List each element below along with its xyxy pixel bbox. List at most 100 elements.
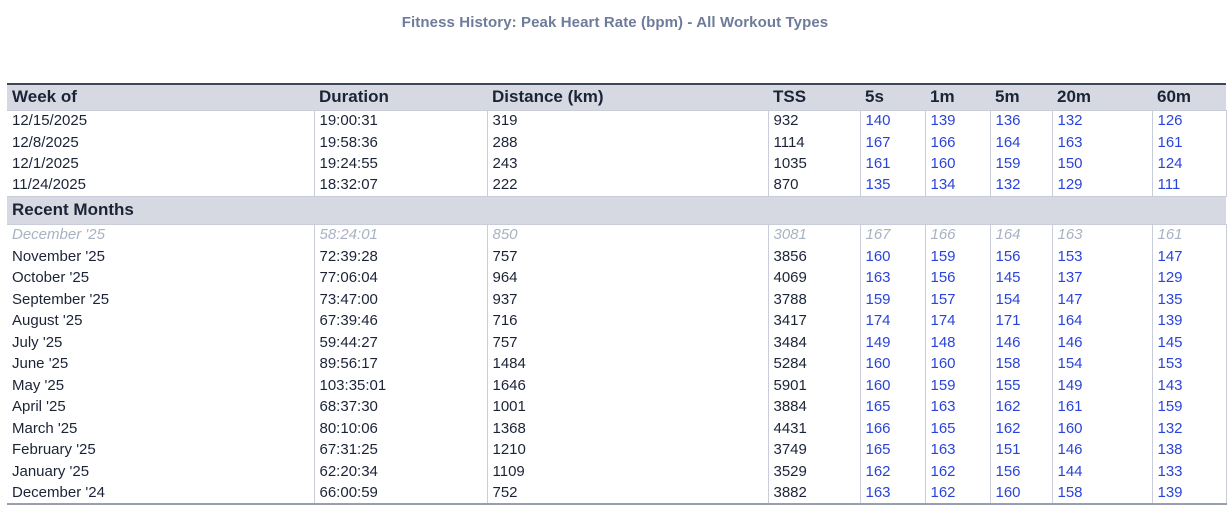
peak-value-link[interactable]: 160 <box>995 483 1021 501</box>
peak-value-link[interactable]: 139 <box>1157 312 1183 330</box>
peak-value-link[interactable]: 156 <box>995 462 1021 480</box>
peak-value-link[interactable]: 139 <box>930 112 956 130</box>
table-header-row: Week of Duration Distance (km) TSS 5s 1m… <box>7 84 1226 111</box>
column-header-20m[interactable]: 20m <box>1052 84 1152 111</box>
peak-value-link[interactable]: 167 <box>865 133 891 151</box>
peak-value-link[interactable]: 111 <box>1157 176 1181 194</box>
peak-value-link[interactable]: 158 <box>1057 483 1083 501</box>
peak-value-link[interactable]: 129 <box>1157 269 1183 287</box>
peak-value-link[interactable]: 174 <box>865 312 891 330</box>
peak-cell: 162 <box>859 460 925 482</box>
peak-value-link[interactable]: 144 <box>1057 462 1083 480</box>
peak-cell: 143 <box>1151 374 1227 396</box>
peak-value-link[interactable]: 147 <box>1157 247 1183 265</box>
peak-value-link[interactable]: 135 <box>865 176 891 194</box>
column-header-5m[interactable]: 5m <box>990 84 1052 111</box>
peak-value-link[interactable]: 155 <box>995 376 1021 394</box>
peak-value-link[interactable]: 164 <box>1057 312 1083 330</box>
period-label-cell: November '25 <box>12 247 105 265</box>
peak-value-link[interactable]: 162 <box>865 462 891 480</box>
peak-value-link[interactable]: 154 <box>995 290 1021 308</box>
peak-value-link[interactable]: 160 <box>865 376 891 394</box>
peak-value-link[interactable]: 160 <box>1057 419 1083 437</box>
column-header-tss[interactable]: TSS <box>768 84 860 111</box>
peak-value-link[interactable]: 147 <box>1057 290 1083 308</box>
peak-value-link[interactable]: 160 <box>865 355 891 373</box>
peak-cell: 139 <box>1151 310 1227 332</box>
peak-value-link[interactable]: 163 <box>930 441 956 459</box>
peak-value-link[interactable]: 166 <box>930 133 956 151</box>
peak-value-link[interactable]: 156 <box>930 269 956 287</box>
peak-value-link[interactable]: 159 <box>865 290 891 308</box>
peak-value-link[interactable]: 145 <box>995 269 1021 287</box>
peak-value-link[interactable]: 162 <box>995 419 1021 437</box>
peak-value-link[interactable]: 166 <box>865 419 891 437</box>
peak-value-link[interactable]: 133 <box>1157 462 1183 480</box>
column-header-5s[interactable]: 5s <box>860 84 925 111</box>
peak-value-link[interactable]: 165 <box>865 398 891 416</box>
peak-value-link[interactable]: 165 <box>930 419 956 437</box>
peak-value-link[interactable]: 135 <box>1157 290 1183 308</box>
peak-value-link[interactable]: 146 <box>995 333 1021 351</box>
peak-cell: 156 <box>924 267 990 289</box>
peak-value-link[interactable]: 149 <box>865 333 891 351</box>
peak-value-link[interactable]: 174 <box>930 312 956 330</box>
peak-value-link[interactable]: 159 <box>995 155 1021 173</box>
peak-value-link[interactable]: 145 <box>1157 333 1183 351</box>
peak-value-link[interactable]: 150 <box>1057 155 1083 173</box>
column-header-60m[interactable]: 60m <box>1152 84 1226 111</box>
peak-value-link[interactable]: 161 <box>1057 398 1083 416</box>
peak-value-link[interactable]: 163 <box>930 398 956 416</box>
peak-value-link[interactable]: 146 <box>1057 333 1083 351</box>
peak-value-link[interactable]: 164 <box>995 133 1021 151</box>
peak-value-link[interactable]: 163 <box>865 483 891 501</box>
peak-cell: 162 <box>989 396 1052 418</box>
peak-value-link[interactable]: 161 <box>1157 133 1183 151</box>
peak-value-link[interactable]: 132 <box>1057 112 1083 130</box>
peak-value-link[interactable]: 162 <box>930 462 956 480</box>
peak-value-link[interactable]: 129 <box>1057 176 1083 194</box>
peak-cell: 111 <box>1151 174 1227 197</box>
peak-value-link[interactable]: 160 <box>930 155 956 173</box>
column-header-distance[interactable]: Distance (km) <box>487 84 768 111</box>
peak-value-link[interactable]: 160 <box>930 355 956 373</box>
peak-value-link[interactable]: 132 <box>995 176 1021 194</box>
peak-value-link[interactable]: 124 <box>1157 155 1183 173</box>
peak-cell: 159 <box>1151 396 1227 418</box>
peak-value-link[interactable]: 171 <box>995 312 1021 330</box>
peak-value-link[interactable]: 157 <box>930 290 956 308</box>
peak-value-link[interactable]: 143 <box>1157 376 1183 394</box>
peak-value-link[interactable]: 132 <box>1157 419 1183 437</box>
column-header-week-of[interactable]: Week of <box>7 84 314 111</box>
peak-value-link[interactable]: 163 <box>1057 133 1083 151</box>
peak-value-link[interactable]: 161 <box>865 155 891 173</box>
column-header-duration[interactable]: Duration <box>314 84 487 111</box>
peak-value-link[interactable]: 163 <box>865 269 891 287</box>
peak-value-link[interactable]: 151 <box>995 441 1021 459</box>
peak-value-link[interactable]: 136 <box>995 112 1021 130</box>
peak-value-link[interactable]: 137 <box>1057 269 1083 287</box>
peak-value-link[interactable]: 159 <box>930 247 956 265</box>
peak-value-link[interactable]: 159 <box>1157 398 1183 416</box>
peak-value-link[interactable]: 153 <box>1057 247 1083 265</box>
peak-value-link[interactable]: 126 <box>1157 112 1183 130</box>
peak-value-link[interactable]: 162 <box>995 398 1021 416</box>
peak-value-link[interactable]: 139 <box>1157 483 1183 501</box>
peak-value-link[interactable]: 153 <box>1157 355 1183 373</box>
peak-value-link[interactable]: 165 <box>865 441 891 459</box>
peak-value-link[interactable]: 162 <box>930 483 956 501</box>
peak-value-link[interactable]: 154 <box>1057 355 1083 373</box>
column-header-1m[interactable]: 1m <box>925 84 990 111</box>
peak-value-link[interactable]: 140 <box>865 112 891 130</box>
peak-value-link[interactable]: 158 <box>995 355 1021 373</box>
peak-value-link[interactable]: 134 <box>930 176 956 194</box>
peak-value-link[interactable]: 138 <box>1157 441 1183 459</box>
peak-value-link[interactable]: 148 <box>930 333 956 351</box>
peak-value-link[interactable]: 160 <box>865 247 891 265</box>
table-row: October '25 77:06:04 964 4069 163 156 145 137 12… <box>7 267 1227 289</box>
peak-value-link[interactable]: 159 <box>930 376 956 394</box>
peak-value-link[interactable]: 156 <box>995 247 1021 265</box>
peak-value-link[interactable]: 149 <box>1057 376 1083 394</box>
peak-cell: 159 <box>859 288 925 310</box>
peak-value-link[interactable]: 146 <box>1057 441 1083 459</box>
